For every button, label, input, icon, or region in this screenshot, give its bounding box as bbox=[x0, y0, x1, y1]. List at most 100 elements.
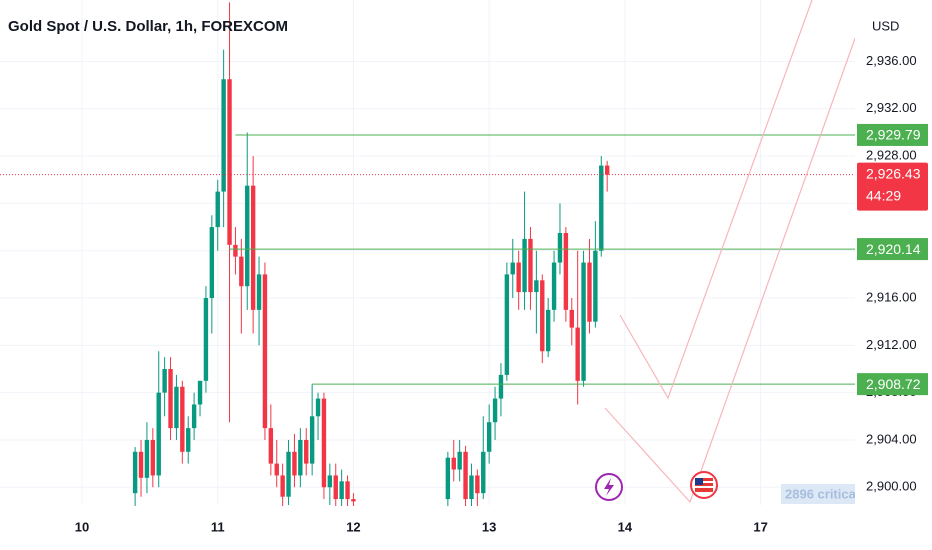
candle-body bbox=[215, 191, 220, 228]
candle-body bbox=[475, 475, 480, 494]
flag-stripe bbox=[695, 481, 713, 483]
candle-body bbox=[315, 398, 321, 417]
level-label: 2,920.14 bbox=[866, 241, 921, 257]
candle-body bbox=[221, 79, 226, 192]
currency: USD bbox=[872, 18, 899, 33]
candle-body bbox=[292, 451, 297, 476]
candle-body bbox=[132, 451, 138, 494]
candle-body bbox=[309, 416, 315, 464]
last-price-box bbox=[857, 162, 928, 211]
candle-body bbox=[463, 451, 468, 500]
candle-body bbox=[156, 392, 161, 476]
price-axis bbox=[855, 0, 932, 550]
annotation-box bbox=[781, 484, 855, 504]
candle-body bbox=[593, 250, 598, 322]
candle-body bbox=[197, 380, 203, 405]
candle-body bbox=[481, 451, 486, 494]
y-tick-label: 2,936.00 bbox=[866, 53, 917, 68]
candle-body bbox=[162, 368, 167, 393]
candle-body bbox=[557, 232, 563, 263]
grid bbox=[0, 0, 855, 505]
candle-body bbox=[274, 463, 279, 476]
x-tick-label: 17 bbox=[753, 519, 767, 534]
candle-body bbox=[144, 439, 150, 478]
candle-body bbox=[522, 238, 527, 293]
candle-body bbox=[510, 262, 515, 275]
candle-body bbox=[227, 79, 232, 245]
plot-area bbox=[0, 2, 855, 511]
event-icons bbox=[595, 471, 718, 501]
flag-stripe bbox=[695, 486, 713, 488]
annotation: 2896 critica bbox=[785, 486, 857, 501]
level-label: 2,908.72 bbox=[866, 376, 921, 392]
candle-body bbox=[186, 428, 191, 452]
candle-body bbox=[262, 274, 268, 429]
candle-body bbox=[540, 280, 545, 352]
candle-body bbox=[545, 309, 551, 352]
candle-body bbox=[286, 451, 291, 497]
trend-line bbox=[619, 0, 813, 400]
candle-body bbox=[451, 457, 456, 470]
candle-body bbox=[504, 274, 510, 375]
y-tick-label: 2,904.00 bbox=[866, 431, 917, 446]
candle-body bbox=[599, 165, 604, 251]
x-tick-label: 13 bbox=[482, 519, 496, 534]
candle-body bbox=[516, 262, 521, 293]
y-tick-label: 2,900.00 bbox=[866, 479, 917, 494]
candle-body bbox=[604, 165, 610, 175]
candle-body bbox=[239, 256, 244, 287]
candle-body bbox=[168, 368, 173, 429]
candle-body bbox=[250, 185, 256, 310]
candle-body bbox=[345, 481, 350, 500]
level-label-box bbox=[857, 238, 928, 261]
trend-lines bbox=[604, 0, 859, 504]
countdown: 44:29 bbox=[866, 187, 901, 203]
candle-body bbox=[569, 309, 574, 328]
x-tick-label: 12 bbox=[346, 519, 360, 534]
candle-body bbox=[457, 451, 462, 470]
lightning-glyph bbox=[604, 478, 614, 496]
chart-title: Gold Spot / U.S. Dollar, 1h, FOREXCOM bbox=[8, 18, 288, 35]
candle-body bbox=[321, 398, 327, 488]
candle-body bbox=[180, 386, 185, 452]
candle-body bbox=[587, 262, 592, 322]
axes: 2,900.002,904.002,908.002,912.002,916.00… bbox=[75, 53, 928, 534]
time-axis bbox=[0, 506, 932, 550]
candle-body bbox=[298, 439, 303, 476]
candle-body bbox=[534, 280, 539, 293]
candle-body bbox=[486, 422, 492, 452]
y-tick-label: 2,916.00 bbox=[866, 289, 917, 304]
candle-body bbox=[551, 262, 557, 310]
candle-body bbox=[268, 428, 274, 464]
level-label-box bbox=[857, 123, 928, 146]
candle-body bbox=[245, 185, 250, 287]
candle-body bbox=[563, 232, 569, 310]
candle-body bbox=[469, 475, 474, 500]
candle-body bbox=[581, 262, 586, 381]
level-label-box bbox=[857, 373, 928, 396]
candle-body bbox=[150, 439, 156, 476]
y-tick-label: 2,928.00 bbox=[866, 148, 917, 163]
candle-body bbox=[339, 481, 344, 500]
y-tick-label: 2,932.00 bbox=[866, 100, 917, 115]
candle-body bbox=[191, 404, 197, 429]
candle-body bbox=[174, 386, 179, 429]
candle-body bbox=[327, 475, 333, 488]
candle-body bbox=[203, 298, 209, 381]
x-tick-label: 11 bbox=[211, 519, 225, 534]
candle-body bbox=[351, 499, 356, 502]
candle-body bbox=[209, 227, 215, 299]
last-price-label: 2,926.43 bbox=[866, 165, 921, 181]
trend-line bbox=[604, 29, 859, 504]
y-tick-label: 2,912.00 bbox=[866, 337, 917, 352]
candle-body bbox=[256, 274, 262, 310]
level-label: 2,929.79 bbox=[866, 127, 921, 143]
candle-body bbox=[233, 244, 238, 257]
candle-body bbox=[304, 439, 309, 464]
candle-body bbox=[575, 327, 580, 381]
candle-body bbox=[498, 374, 504, 399]
flag-canton bbox=[695, 478, 703, 485]
candle-body bbox=[280, 475, 285, 497]
candle-body bbox=[492, 398, 498, 423]
